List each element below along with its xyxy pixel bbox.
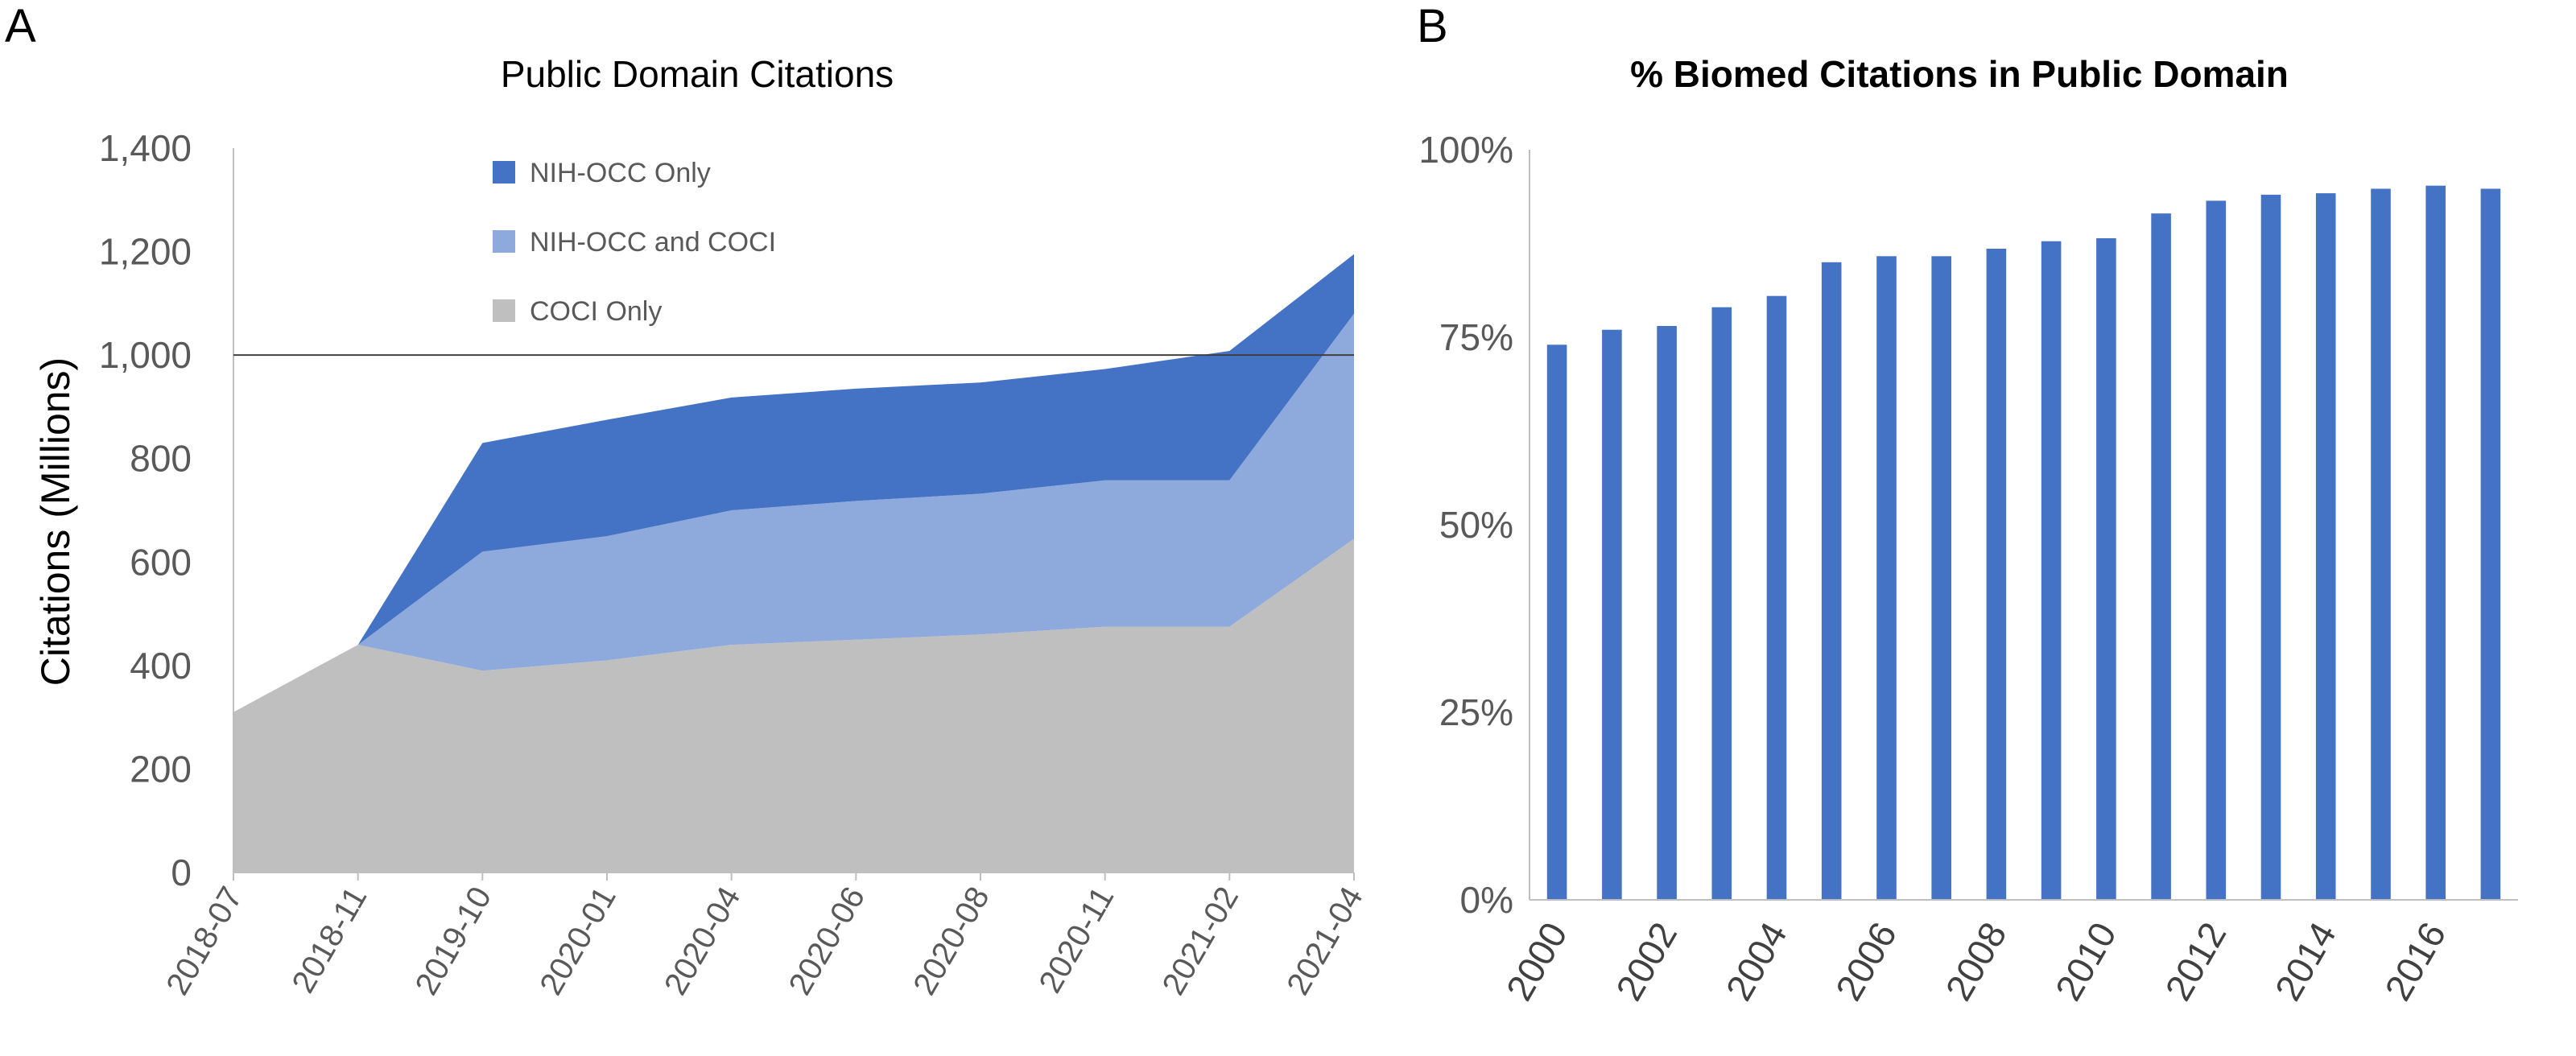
bar-2006 bbox=[1876, 256, 1897, 900]
chart-a-y-axis-label: Citations (Millions) bbox=[33, 357, 78, 686]
chart-b-x-tick-label: 2014 bbox=[2267, 915, 2344, 1008]
bar-2011 bbox=[2151, 213, 2171, 900]
chart-b-x-tick-label: 2006 bbox=[1827, 915, 1905, 1008]
bar-2014 bbox=[2315, 193, 2336, 901]
chart-b-x-tick-label: 2002 bbox=[1608, 915, 1685, 1008]
chart-a-y-tick-label: 1,400 bbox=[99, 127, 192, 169]
chart-b-y-tick-label: 100% bbox=[1418, 129, 1513, 171]
chart-a-y-tick-label: 400 bbox=[130, 645, 192, 687]
chart-a-x-tick-label: 2020-11 bbox=[1032, 881, 1121, 1000]
area-chart-public-domain-citations: Public Domain Citations Citations (Milli… bbox=[33, 53, 1370, 1001]
chart-a-y-tick-label: 0 bbox=[171, 852, 192, 893]
chart-b-y-tick-label: 0% bbox=[1460, 879, 1513, 921]
chart-a-y-tick-label: 600 bbox=[130, 541, 192, 583]
chart-b-x-tick-label: 2016 bbox=[2376, 915, 2454, 1008]
chart-b-x-tick-label: 2000 bbox=[1498, 915, 1575, 1008]
legend-label-coci-only: COCI Only bbox=[530, 296, 662, 327]
bar-2002 bbox=[1657, 326, 1677, 900]
bar-chart-biomed-citations: % Biomed Citations in Public Domain 0% 25… bbox=[1418, 53, 2518, 1008]
area-series-nih-occ-only bbox=[233, 254, 1354, 712]
legend-swatch-nih-occ-and-coci bbox=[493, 230, 515, 253]
chart-a-x-tick-label: 2021-02 bbox=[1156, 881, 1246, 1001]
chart-a-y-tick-label: 200 bbox=[130, 748, 192, 790]
chart-b-x-tick-label: 2004 bbox=[1717, 915, 1794, 1008]
bar-2001 bbox=[1602, 329, 1622, 900]
chart-b-y-tick-label: 50% bbox=[1439, 504, 1513, 546]
chart-a-x-tick-label: 2021-04 bbox=[1280, 881, 1370, 1001]
bar-2016 bbox=[2425, 185, 2446, 900]
bar-2010 bbox=[2096, 238, 2116, 900]
chart-b-x-tick-label: 2010 bbox=[2047, 915, 2124, 1008]
chart-a-x-tick-label: 2018-07 bbox=[159, 881, 250, 1001]
bar-2009 bbox=[2041, 241, 2062, 900]
chart-a-x-tick-label: 2020-08 bbox=[906, 881, 997, 1001]
chart-a-x-tick-label: 2019-10 bbox=[409, 881, 499, 1001]
bar-2004 bbox=[1766, 295, 1787, 900]
panel-label-b: B bbox=[1417, 0, 1448, 52]
chart-b-x-tick-label: 2012 bbox=[2157, 915, 2234, 1008]
chart-a-x-tick-label: 2020-01 bbox=[533, 881, 623, 1001]
legend-swatch-coci-only bbox=[493, 299, 515, 322]
legend-label-nih-occ-and-coci: NIH-OCC and COCI bbox=[530, 227, 776, 258]
bar-2007 bbox=[1931, 256, 1951, 900]
chart-a-y-tick-label: 800 bbox=[130, 438, 192, 480]
bar-2005 bbox=[1821, 262, 1842, 900]
chart-b-y-tick-label: 75% bbox=[1439, 316, 1513, 358]
chart-a-x-tick-label: 2020-04 bbox=[658, 881, 748, 1001]
chart-a-x-tick-label: 2018-11 bbox=[285, 881, 374, 1000]
bar-2013 bbox=[2260, 194, 2281, 900]
bar-2008 bbox=[1986, 249, 2007, 900]
chart-a-title: Public Domain Citations bbox=[501, 53, 894, 95]
chart-b-x-tick-label: 2008 bbox=[1937, 915, 2014, 1008]
chart-a-y-tick-label: 1,200 bbox=[99, 231, 192, 273]
legend-label-nih-occ-only: NIH-OCC Only bbox=[530, 158, 711, 188]
chart-a-y-tick-label: 1,000 bbox=[99, 334, 192, 376]
area-series-coci-only bbox=[233, 538, 1354, 872]
bar-2000 bbox=[1546, 344, 1567, 900]
chart-b-title: % Biomed Citations in Public Domain bbox=[1630, 53, 2289, 95]
area-series-nih-occ-and-coci bbox=[233, 313, 1354, 712]
bar-2012 bbox=[2206, 200, 2227, 900]
bar-2003 bbox=[1711, 307, 1732, 900]
chart-b-y-tick-label: 25% bbox=[1439, 691, 1513, 733]
bar-2017 bbox=[2480, 188, 2501, 900]
bar-2015 bbox=[2371, 188, 2391, 900]
chart-a-x-tick-label: 2020-06 bbox=[782, 881, 873, 1001]
panel-label-a: A bbox=[5, 0, 36, 52]
legend-swatch-nih-occ-only bbox=[493, 161, 515, 184]
